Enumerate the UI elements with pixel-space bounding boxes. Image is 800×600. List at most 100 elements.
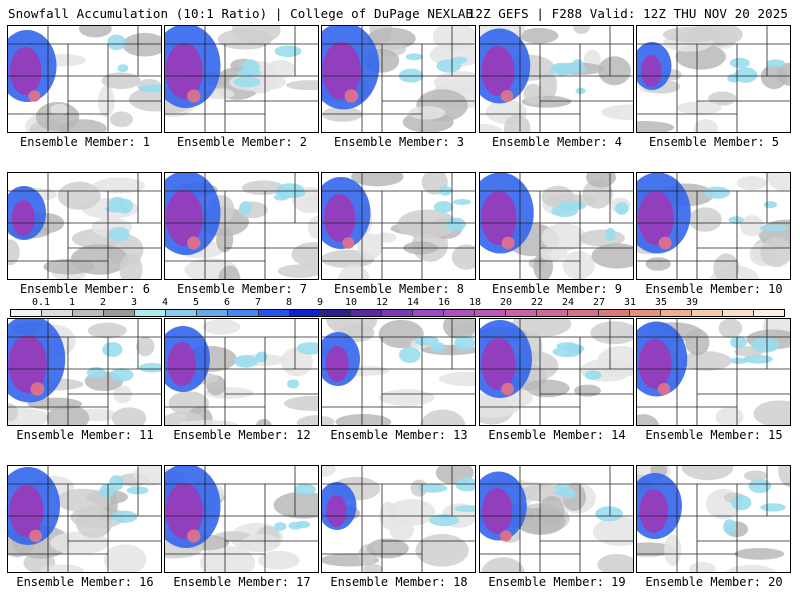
snow-light-area: [592, 516, 633, 547]
snow-light-area: [590, 321, 633, 345]
colorbar-tick-label: 18: [468, 297, 482, 308]
snow-moderate-area: [563, 488, 576, 499]
snow-moderate-area: [549, 62, 575, 76]
colorbar-tick-label: 27: [592, 297, 606, 308]
snow-light-area: [680, 351, 732, 371]
snow-light-area: [357, 233, 384, 260]
snow-extreme-area: [30, 382, 45, 396]
snow-moderate-area: [418, 484, 448, 493]
snow-moderate-area: [743, 354, 774, 364]
map-panel-8: [321, 172, 476, 280]
colorbar-tick-label: 2: [99, 297, 107, 308]
snow-light-area: [438, 371, 475, 387]
snow-moderate-area: [595, 506, 623, 522]
snow-moderate-area: [233, 76, 261, 88]
panel-label: Ensemble Member: 18: [330, 575, 468, 589]
colorbar-swatch: [227, 310, 259, 316]
colorbar-swatch: [444, 310, 476, 316]
panel-label: Ensemble Member: 11: [16, 428, 154, 442]
snow-light-area: [713, 253, 740, 279]
header: Snowfall Accumulation (10:1 Ratio) | Col…: [0, 0, 800, 26]
snow-light-area: [736, 175, 767, 191]
snow-moderate-area: [571, 59, 584, 71]
snow-light-area: [57, 181, 101, 210]
colorbar-swatch: [196, 310, 228, 316]
snow-light-area: [688, 207, 722, 232]
snow-light-area: [525, 379, 570, 398]
snow-moderate-area: [455, 477, 475, 492]
snow-moderate-area: [86, 367, 106, 379]
snow-moderate-area: [274, 522, 287, 531]
colorbar-tick-label: 16: [437, 297, 451, 308]
snow-extreme-area: [187, 236, 201, 250]
snow-light-area: [519, 27, 559, 44]
colorbar-swatch: [506, 310, 538, 316]
snow-very-heavy-area: [638, 339, 672, 389]
snow-light-area: [284, 395, 318, 412]
map-svg: [480, 26, 633, 132]
panel-label: Ensemble Member: 17: [173, 575, 311, 589]
snow-moderate-area: [759, 224, 789, 232]
snow-light-area: [708, 91, 737, 106]
snow-light-area: [540, 70, 558, 100]
map-panel-4: [479, 25, 634, 133]
map-panel-9: [479, 172, 634, 280]
snow-very-heavy-area: [637, 191, 674, 245]
snow-light-area: [387, 499, 436, 526]
snow-light-area: [523, 83, 544, 105]
colorbar-tick-label: 12: [375, 297, 389, 308]
snow-moderate-area: [111, 510, 138, 523]
snow-light-area: [725, 564, 777, 572]
panel-label: Ensemble Member: 12: [173, 428, 311, 442]
map-svg: [322, 173, 475, 279]
snow-light-area: [415, 534, 469, 567]
snow-light-area: [760, 237, 790, 268]
snow-moderate-area: [703, 186, 731, 199]
snow-moderate-area: [241, 59, 260, 75]
colorbar-swatch: [320, 310, 352, 316]
snow-moderate-area: [454, 505, 475, 512]
snow-light-area: [688, 561, 716, 572]
snow-light-area: [442, 319, 475, 340]
map-svg: [165, 319, 318, 425]
map-panel-6: [7, 172, 162, 280]
snow-light-area: [480, 392, 521, 419]
snow-light-area: [133, 466, 161, 486]
snow-light-area: [778, 466, 790, 488]
snow-light-area: [601, 104, 633, 121]
snow-light-area: [541, 223, 587, 252]
snow-light-area: [718, 319, 743, 339]
map-svg: [8, 466, 161, 572]
map-panel-2: [164, 25, 319, 133]
snow-light-area: [351, 173, 404, 187]
snow-light-area: [217, 28, 273, 50]
snow-light-area: [511, 319, 572, 337]
map-panel-20: [636, 465, 791, 573]
snow-very-heavy-area: [481, 338, 516, 390]
snow-moderate-area: [553, 483, 570, 491]
snow-moderate-area: [287, 379, 300, 389]
snow-light-area: [35, 102, 80, 132]
colorbar-tick-label: 7: [254, 297, 262, 308]
snow-light-area: [97, 85, 115, 118]
snow-light-area: [8, 408, 50, 425]
snow-moderate-area: [728, 216, 744, 224]
snow-light-area: [70, 244, 129, 275]
panel-label: Ensemble Member: 15: [645, 428, 783, 442]
snow-light-area: [178, 419, 238, 425]
snow-very-heavy-area: [481, 46, 515, 96]
snow-light-area: [573, 26, 590, 35]
colorbar-swatch: [599, 310, 631, 316]
snow-moderate-area: [766, 59, 786, 68]
snow-light-area: [273, 491, 318, 519]
snow-moderate-area: [296, 342, 318, 355]
colorbar-tick-label: 35: [654, 297, 668, 308]
snow-moderate-area: [138, 84, 161, 93]
panel-label: Ensemble Member: 4: [491, 135, 623, 149]
snow-light-area: [715, 407, 744, 425]
snow-light-area: [753, 400, 790, 425]
map-svg: [480, 173, 633, 279]
snow-light-area: [397, 209, 457, 239]
map-panel-12: [164, 318, 319, 426]
snow-extreme-area: [187, 89, 201, 103]
